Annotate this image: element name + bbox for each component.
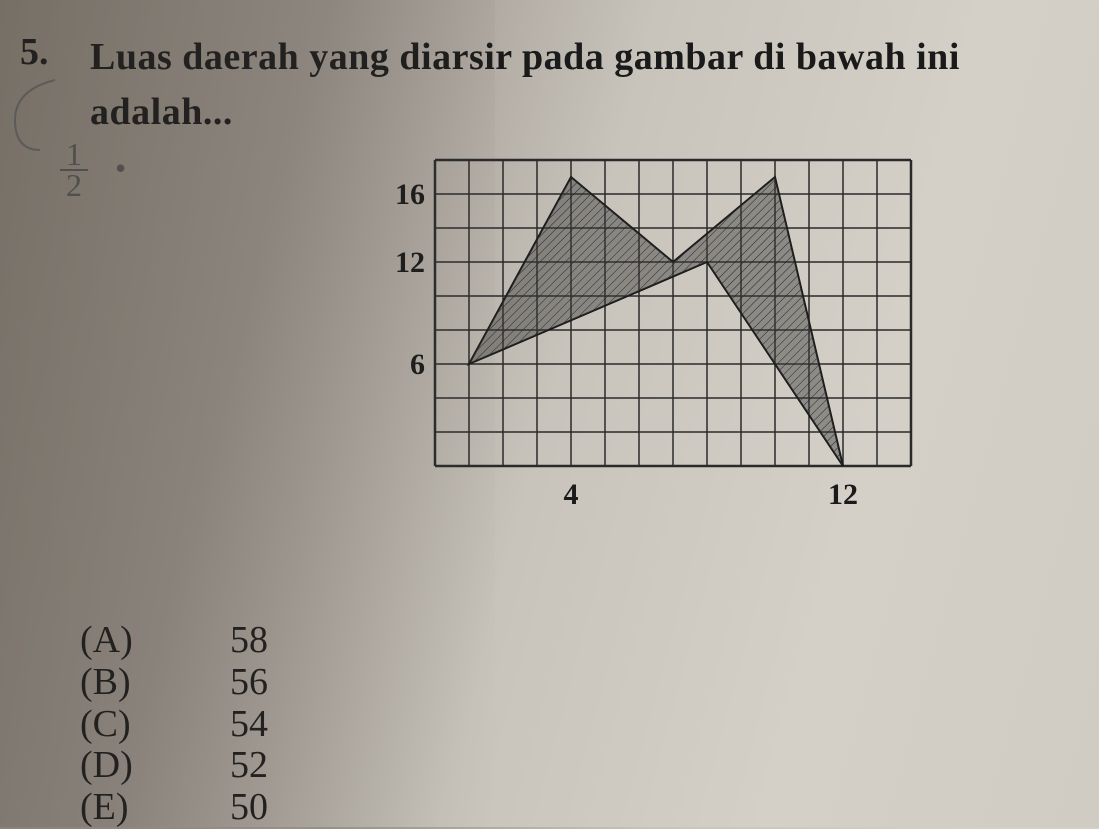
option-b-label: (B) [80,662,150,704]
answer-options: (A) 58 (B) 56 (C) 54 (D) 52 (E) 50 [80,620,268,829]
svg-text:6: 6 [410,348,425,381]
question-text: Luas daerah yang diarsir pada gambar di … [90,30,960,140]
geometry-chart: 16 12 6 4 12 [380,150,921,516]
option-c-label: (C) [80,704,150,746]
pencil-circle [0,70,70,160]
question-line-2: adalah... [90,91,233,133]
option-c-value: 54 [230,704,268,746]
question-number: 5. [20,30,60,74]
option-e-label: (E) [80,787,150,829]
handwritten-dot: • [115,150,126,187]
question-line-1: Luas daerah yang diarsir pada gambar di … [90,36,960,78]
option-b[interactable]: (B) 56 [80,662,268,704]
svg-text:12: 12 [395,246,425,279]
svg-text:4: 4 [564,478,579,511]
option-d-label: (D) [80,745,150,787]
option-e[interactable]: (E) 50 [80,787,268,829]
option-d[interactable]: (D) 52 [80,745,268,787]
handwritten-denominator: 2 [60,171,88,200]
svg-text:16: 16 [395,178,425,211]
option-d-value: 52 [230,745,268,787]
option-c[interactable]: (C) 54 [80,704,268,746]
option-a[interactable]: (A) 58 [80,620,268,662]
option-a-value: 58 [230,620,268,662]
option-b-value: 56 [230,662,268,704]
svg-text:12: 12 [828,478,858,511]
option-a-label: (A) [80,620,150,662]
option-e-value: 50 [230,787,268,829]
